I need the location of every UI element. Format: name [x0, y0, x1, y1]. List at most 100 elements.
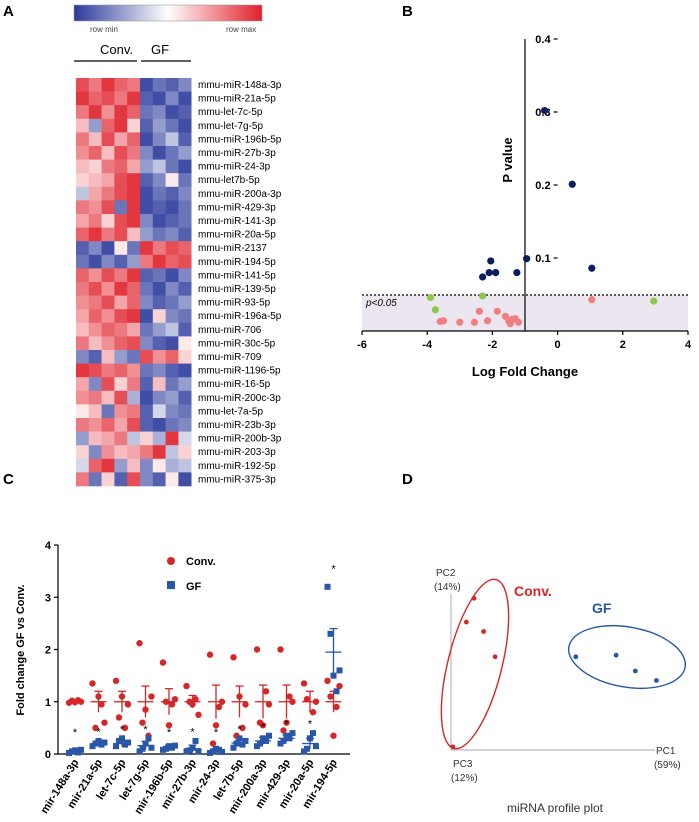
- heatmap-cell: [152, 404, 166, 419]
- heatmap-cell: [101, 159, 115, 174]
- heatmap-cell: [114, 350, 128, 364]
- heatmap-cell: [140, 322, 154, 337]
- significance-star: *: [143, 724, 148, 736]
- heatmap-cell: [165, 390, 179, 405]
- heatmap-cell: [127, 118, 141, 133]
- heatmap-row-label: mmu-let-7g-5p: [198, 121, 263, 132]
- volcano-point-green: [479, 292, 487, 300]
- conv-point: [277, 646, 284, 653]
- heatmap-cell: [76, 78, 90, 92]
- heatmap-cell: [76, 350, 90, 364]
- volcano-point-salmon: [483, 317, 492, 325]
- heatmap-cell: [152, 322, 166, 337]
- c-y-tick-label: 3: [45, 592, 51, 604]
- heatmap-cell: [165, 336, 179, 351]
- heatmap-cell: [88, 363, 102, 378]
- heatmap-cell: [76, 118, 90, 133]
- heatmap-cell: [101, 377, 115, 392]
- heatmap-cell: [152, 200, 166, 215]
- heatmap-row-label: mmu-miR-194-5p: [198, 257, 276, 268]
- heatmap-cell: [127, 241, 141, 256]
- heatmap-cell: [76, 186, 90, 201]
- heatmap-cell: [76, 363, 90, 378]
- volcano-point-salmon: [475, 307, 483, 315]
- heatmap-cell: [114, 458, 128, 473]
- gf-point: [148, 744, 155, 751]
- conv-point: [289, 698, 296, 705]
- volcano-point-salmon: [456, 318, 464, 326]
- panel-d-pca: PC2 (14%) PC1 (59%) PC3 (12%) Conv. GF m…: [434, 568, 687, 815]
- conv-point: [259, 722, 267, 729]
- gf-point: [95, 737, 102, 744]
- heatmap-cell: [114, 146, 128, 160]
- heatmap-row-label: mmu-miR-139-5p: [198, 284, 276, 295]
- y-tick-label: 0.4: [535, 34, 551, 46]
- heatmap-cell: [140, 214, 154, 228]
- heatmap-cell: [178, 336, 192, 351]
- heatmap-cell: [127, 227, 141, 242]
- heatmap-row-label: mmu-miR-93-5p: [198, 298, 271, 309]
- heatmap-cell: [140, 91, 154, 106]
- heatmap-cell: [178, 431, 192, 446]
- x-tick-label: -4: [422, 339, 433, 351]
- heatmap-cell: [165, 91, 179, 106]
- heatmap-cell: [127, 173, 141, 188]
- c-y-tick-label: 1: [45, 697, 51, 709]
- gf-point: [242, 737, 249, 744]
- heatmap-cell: [152, 173, 166, 188]
- conv-point: [92, 724, 99, 732]
- panel-a-heatmap: row min row max Conv. GF mmu-miR-148a-3p…: [73, 4, 282, 487]
- heatmap-cells: [76, 78, 192, 487]
- conv-point: [280, 727, 287, 734]
- heatmap-cell: [140, 404, 154, 419]
- heatmap-cell: [152, 445, 166, 460]
- heatmap-row-label: mmu-miR-200b-3p: [198, 434, 282, 445]
- gf-point: [195, 748, 202, 755]
- volcano-point-salmon: [514, 318, 523, 326]
- heatmap-cell: [114, 200, 128, 215]
- heatmap-cell: [88, 200, 102, 215]
- conv-point: [324, 677, 331, 685]
- heatmap-cell: [178, 350, 192, 364]
- pc1-pct: (59%): [654, 760, 681, 771]
- heatmap-cell: [178, 173, 192, 188]
- heatmap-cell: [101, 404, 115, 419]
- heatmap-cell: [114, 227, 128, 242]
- heatmap-cell: [140, 132, 154, 147]
- pca-title: miRNA profile plot: [507, 801, 604, 815]
- heatmap-cell: [178, 78, 192, 92]
- gf-cluster-ellipse: [567, 625, 687, 689]
- heatmap-cell: [165, 78, 179, 92]
- conv-point: [230, 654, 237, 661]
- heatmap-row-label: mmu-miR-203-3p: [198, 447, 276, 458]
- heatmap-cell: [127, 418, 141, 432]
- significance-star: *: [73, 727, 78, 739]
- heatmap-cell: [127, 295, 141, 310]
- heatmap-cell: [165, 350, 179, 364]
- heatmap-cell: [127, 214, 141, 228]
- heatmap-cell: [152, 458, 166, 473]
- heatmap-row-label: mmu-miR-2137: [198, 243, 267, 254]
- heatmap-cell: [152, 91, 166, 106]
- heatmap-cell: [152, 309, 166, 324]
- heatmap-cell: [88, 295, 102, 310]
- heatmap-cell: [101, 227, 115, 242]
- conv-point: [309, 709, 317, 716]
- conv-point: [253, 646, 261, 653]
- conv-cluster-label: Conv.: [514, 583, 552, 599]
- significance-star: *: [167, 727, 172, 739]
- heatmap-cell: [178, 404, 192, 419]
- heatmap-cell: [76, 214, 90, 228]
- gf-point: [266, 732, 272, 739]
- conv-point: [183, 682, 190, 690]
- gf-point: [139, 745, 146, 752]
- heatmap-cell: [165, 404, 179, 419]
- heatmap-cell: [88, 159, 102, 174]
- heatmap-cell: [101, 363, 115, 378]
- pca-points: [450, 595, 659, 750]
- heatmap-cell: [88, 458, 102, 473]
- significance-star: *: [237, 724, 242, 736]
- heatmap-cell: [140, 186, 154, 201]
- heatmap-row-label: mmu-miR-20a-5p: [198, 230, 276, 241]
- heatmap-cell: [152, 105, 166, 120]
